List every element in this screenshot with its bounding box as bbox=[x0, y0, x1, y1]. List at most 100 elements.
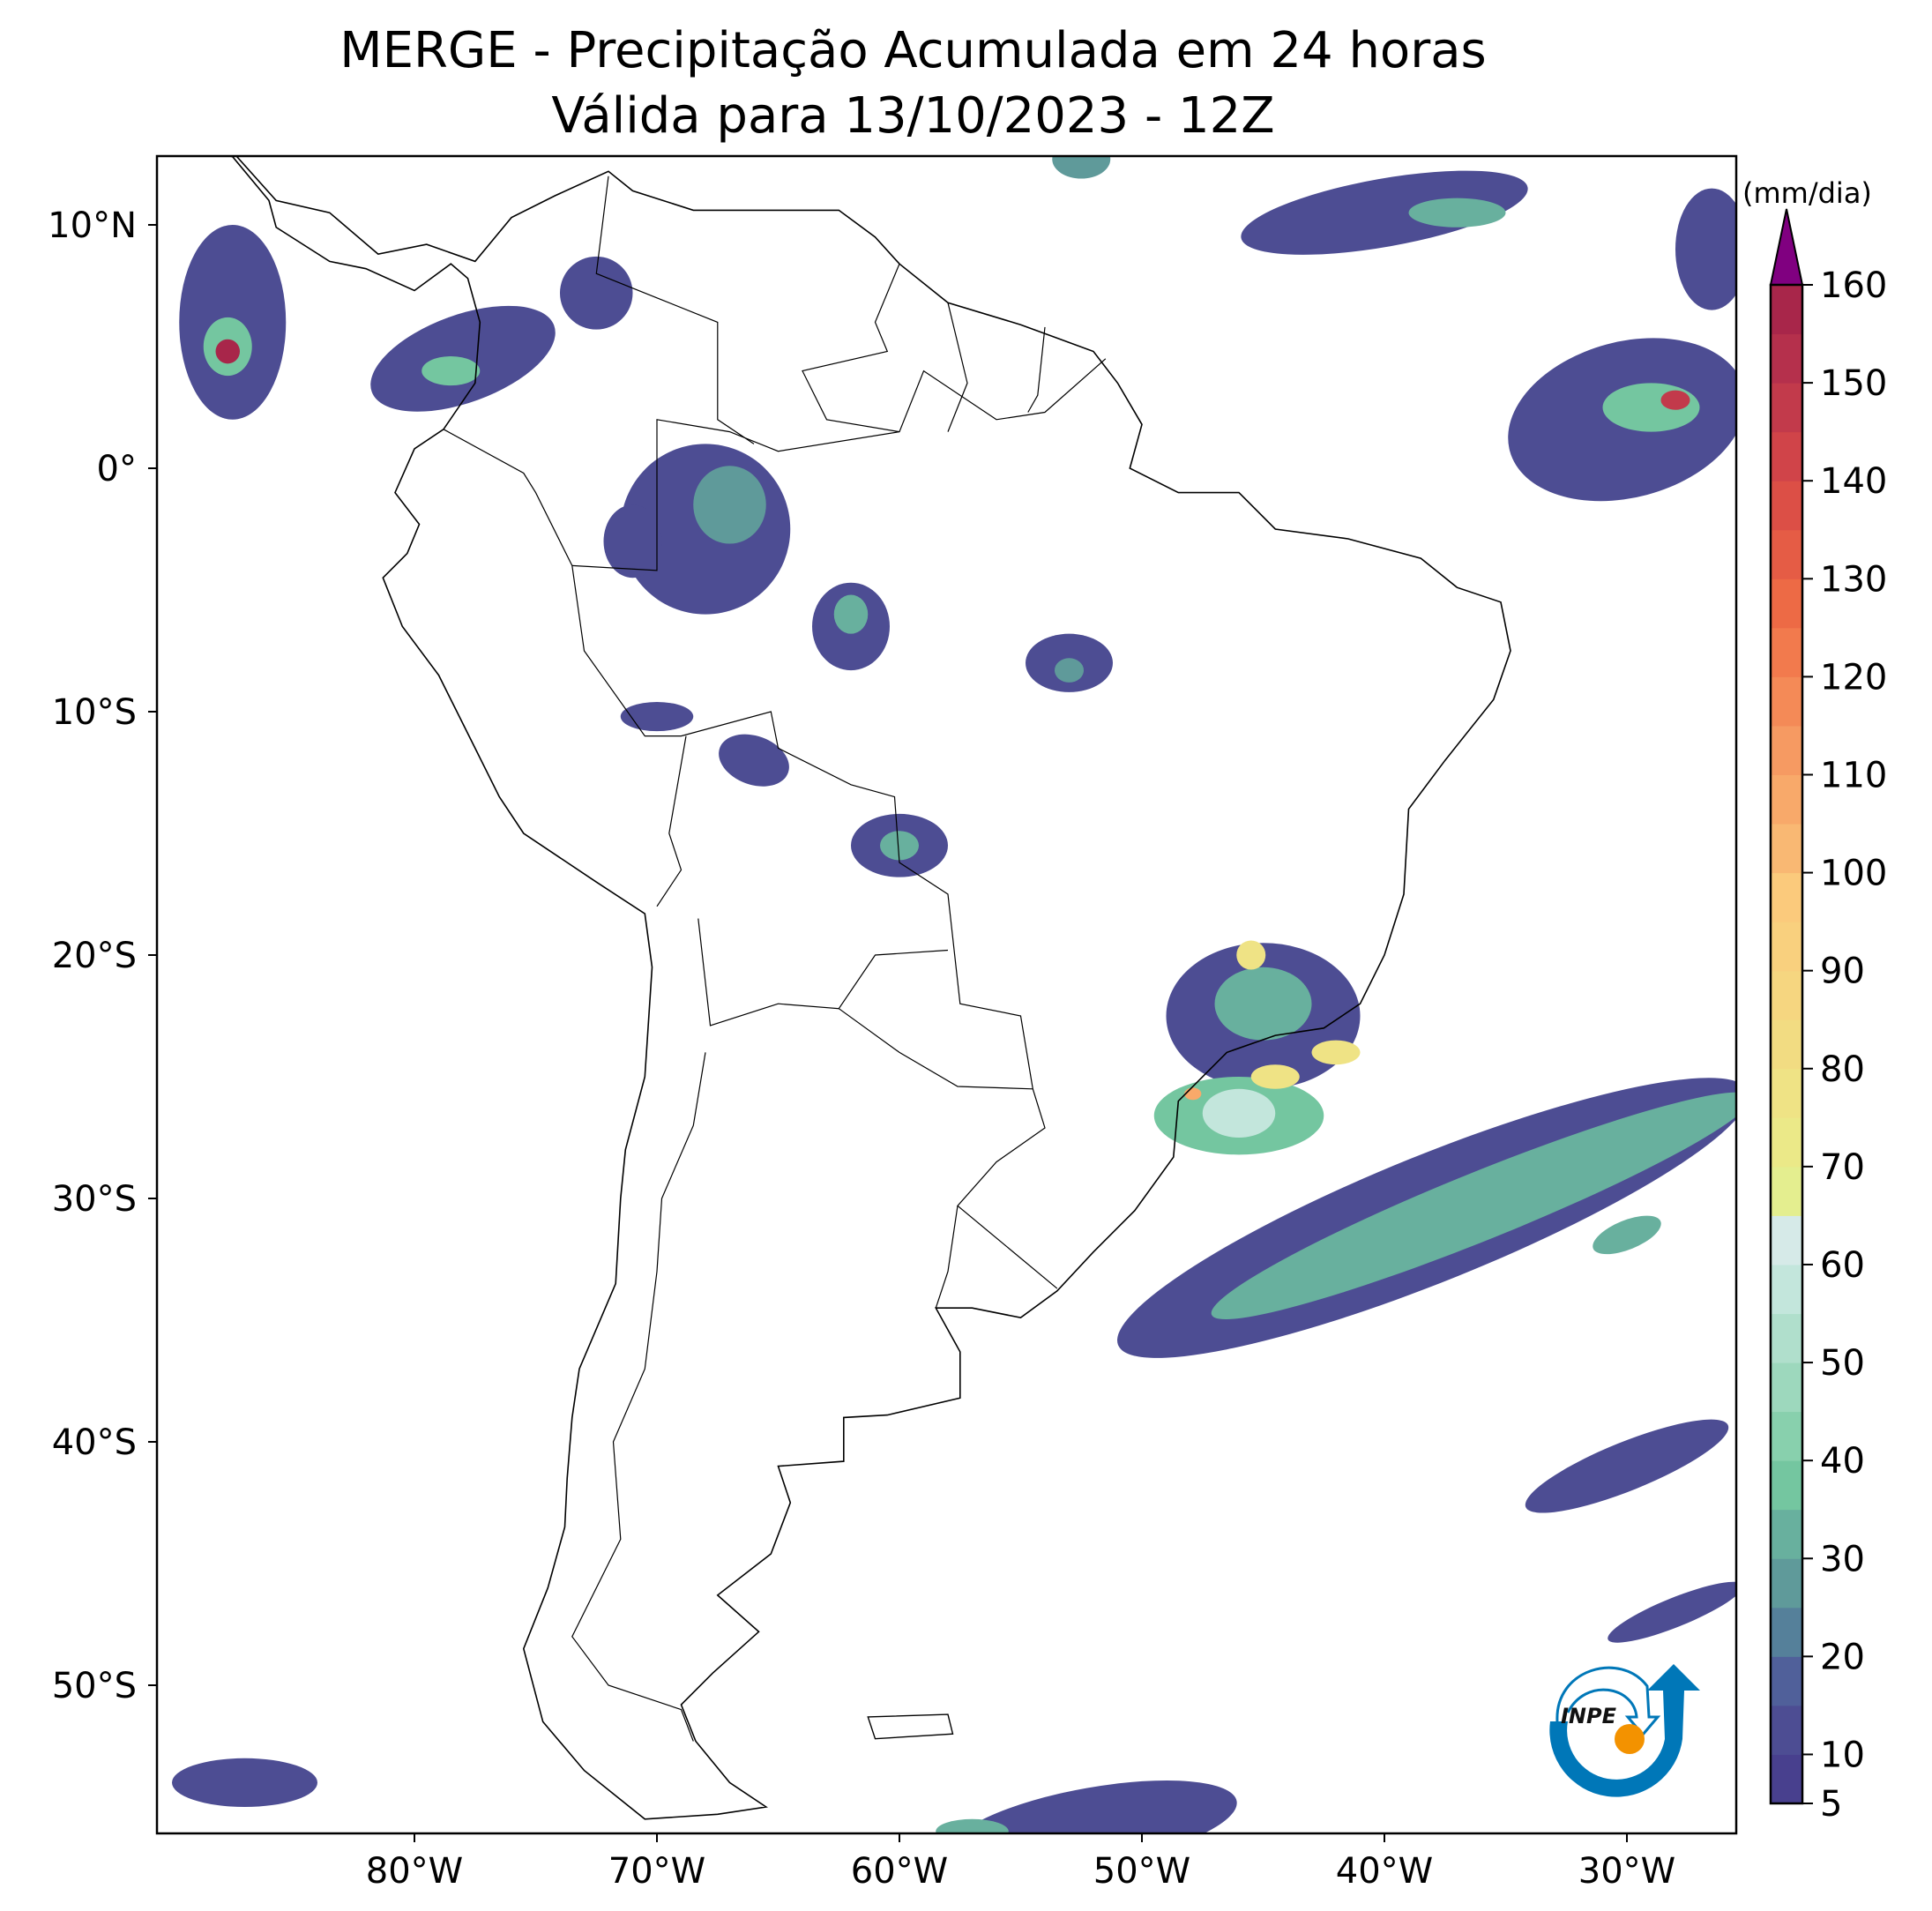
country-border bbox=[697, 918, 949, 1026]
colorbar-segment bbox=[1771, 774, 1802, 825]
coastlines bbox=[227, 156, 1511, 1820]
precip-cell bbox=[1211, 1092, 1736, 1319]
country-border bbox=[802, 263, 900, 433]
colorbar-segment bbox=[1771, 1705, 1802, 1755]
precip-cell bbox=[1202, 1088, 1276, 1138]
colorbar-tick-label: 80 bbox=[1820, 1049, 1865, 1090]
country-border bbox=[838, 1008, 1033, 1090]
precip-cell bbox=[880, 831, 919, 861]
country-border bbox=[571, 1052, 706, 1742]
lat-tick-label: 10°N bbox=[48, 205, 137, 246]
precipitation-field bbox=[172, 156, 1736, 1833]
colorbar-segment bbox=[1771, 1362, 1802, 1413]
colorbar-segment bbox=[1771, 481, 1802, 531]
precip-cell bbox=[936, 1818, 1009, 1833]
colorbar-segment bbox=[1771, 1509, 1802, 1559]
colorbar: 5 10 20 30 40 50 60 70 80 90 100 110 120 130 140 150 160… bbox=[1742, 176, 1887, 1825]
chart-title: MERGE - Precipitação Acumulada em 24 hor… bbox=[339, 22, 1487, 79]
map-frame bbox=[155, 154, 1738, 1835]
precip-cell bbox=[1408, 198, 1506, 228]
colorbar-segment bbox=[1771, 1460, 1802, 1511]
precip-cell bbox=[172, 1758, 317, 1807]
precip-cell bbox=[1055, 658, 1084, 683]
colorbar-segment bbox=[1771, 1019, 1802, 1070]
lon-tick-label: 80°W bbox=[366, 1851, 463, 1892]
south-america-coastline bbox=[227, 156, 1511, 1820]
colorbar-tick-label: 40 bbox=[1820, 1441, 1865, 1482]
colorbar-tick-label: 110 bbox=[1820, 755, 1887, 795]
country-border bbox=[595, 175, 755, 444]
colorbar-tick-label: 70 bbox=[1820, 1147, 1865, 1188]
precip-cell bbox=[421, 356, 481, 386]
colorbar-segment bbox=[1771, 1656, 1802, 1706]
country-border bbox=[571, 358, 1107, 571]
precip-cell bbox=[1214, 967, 1312, 1041]
colorbar-tick-label: 60 bbox=[1820, 1245, 1865, 1286]
precip-cell bbox=[1593, 1215, 1661, 1255]
precip-cell bbox=[1675, 188, 1736, 310]
country-borders bbox=[443, 175, 1107, 1742]
lat-tick-label: 0° bbox=[97, 449, 137, 489]
colorbar-segment bbox=[1771, 1754, 1802, 1804]
lat-tick-label: 20°S bbox=[52, 936, 137, 976]
colorbar-tick-label: 100 bbox=[1820, 854, 1887, 894]
colorbar-segment bbox=[1771, 1607, 1802, 1657]
colorbar-segment bbox=[1771, 1264, 1802, 1315]
falklands-coastline bbox=[867, 1713, 954, 1740]
longitude-axis: 80°W 70°W 60°W 50°W 40°W 30°W bbox=[366, 1833, 1675, 1892]
colorbar-segment bbox=[1771, 383, 1802, 433]
precip-cell bbox=[1602, 383, 1700, 432]
colorbar-segment bbox=[1771, 676, 1802, 727]
precip-cell bbox=[1241, 170, 1528, 255]
colorbar-tick-label: 10 bbox=[1820, 1735, 1865, 1775]
precip-cell bbox=[1311, 1040, 1361, 1065]
precip-cell bbox=[1250, 1064, 1300, 1089]
colorbar-segment bbox=[1771, 872, 1802, 922]
colorbar-tick-label: 160 bbox=[1820, 265, 1887, 306]
colorbar-segment bbox=[1771, 529, 1802, 579]
logo-sun-dot bbox=[1615, 1724, 1645, 1754]
lon-tick-label: 50°W bbox=[1093, 1851, 1190, 1892]
precip-cell bbox=[1608, 1581, 1736, 1643]
precip-cell bbox=[1660, 390, 1690, 410]
map-area bbox=[172, 156, 1736, 1833]
colorbar-segment bbox=[1771, 824, 1802, 874]
lon-tick-label: 60°W bbox=[851, 1851, 948, 1892]
colorbar-tick-label: 90 bbox=[1820, 952, 1865, 992]
colorbar-segment bbox=[1771, 1215, 1802, 1265]
precip-cell bbox=[1236, 940, 1266, 970]
country-border bbox=[1027, 326, 1046, 413]
colorbar-segment bbox=[1771, 725, 1802, 775]
country-border bbox=[947, 302, 968, 432]
colorbar-segment bbox=[1771, 1166, 1802, 1216]
colorbar-segment bbox=[1771, 970, 1802, 1020]
lon-tick-label: 30°W bbox=[1578, 1851, 1675, 1892]
lon-tick-label: 40°W bbox=[1336, 1851, 1433, 1892]
lat-tick-label: 40°S bbox=[52, 1422, 137, 1463]
colorbar-segment bbox=[1771, 922, 1802, 972]
precip-cell bbox=[560, 256, 633, 330]
precip-cell bbox=[693, 466, 766, 544]
inpe-logo: INPE bbox=[1549, 1664, 1700, 1797]
country-border bbox=[571, 565, 1058, 1289]
country-border bbox=[443, 429, 573, 566]
colorbar-tick-label: 50 bbox=[1820, 1343, 1865, 1384]
precip-cell bbox=[603, 504, 662, 579]
colorbar-tick-label: 150 bbox=[1820, 363, 1887, 404]
colorbar-segment bbox=[1771, 1411, 1802, 1461]
colorbar-segment bbox=[1771, 285, 1802, 335]
colorbar-segment bbox=[1771, 1313, 1802, 1363]
lat-tick-label: 10°S bbox=[52, 692, 137, 733]
colorbar-tick-label: 20 bbox=[1820, 1637, 1865, 1677]
precip-cell bbox=[950, 1780, 1237, 1833]
colorbar-segment bbox=[1771, 431, 1802, 481]
colorbar-segment bbox=[1771, 333, 1802, 384]
colorbar-tick-label: 30 bbox=[1820, 1539, 1865, 1579]
colorbar-tick-label: 130 bbox=[1820, 559, 1887, 600]
colorbar-tick-label: 140 bbox=[1820, 461, 1887, 502]
colorbar-tick-label: 120 bbox=[1820, 657, 1887, 698]
precip-cell bbox=[215, 339, 240, 364]
precip-cell bbox=[620, 701, 694, 732]
chart-subtitle: Válida para 13/10/2023 - 12Z bbox=[551, 87, 1275, 145]
